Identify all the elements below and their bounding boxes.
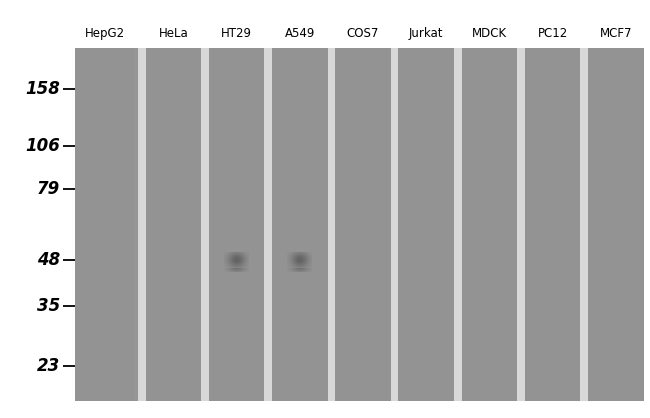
Bar (209, 48, 265, 401)
Text: HT29: HT29 (221, 27, 252, 40)
Bar (517, 48, 525, 401)
Text: 158: 158 (25, 80, 60, 98)
Text: 23: 23 (37, 357, 60, 375)
Text: COS7: COS7 (346, 27, 379, 40)
Bar (391, 48, 398, 401)
Bar (580, 48, 588, 401)
Bar (588, 48, 644, 401)
Text: 106: 106 (25, 138, 60, 155)
Bar (146, 48, 201, 401)
Bar (525, 48, 580, 401)
Text: HeLa: HeLa (159, 27, 188, 40)
Text: A549: A549 (285, 27, 315, 40)
Text: MDCK: MDCK (472, 27, 507, 40)
Bar (398, 48, 454, 401)
Bar (454, 48, 462, 401)
Bar (335, 48, 391, 401)
Text: MCF7: MCF7 (599, 27, 632, 40)
Text: 79: 79 (37, 180, 60, 198)
Text: HepG2: HepG2 (84, 27, 125, 40)
Text: 48: 48 (37, 251, 60, 269)
Bar (75, 48, 134, 401)
Bar (75, 48, 644, 401)
Bar (272, 48, 328, 401)
Bar (328, 48, 335, 401)
Text: 35: 35 (37, 297, 60, 315)
Bar (201, 48, 209, 401)
Bar (462, 48, 517, 401)
Text: PC12: PC12 (538, 27, 567, 40)
Bar (138, 48, 146, 401)
Text: Jurkat: Jurkat (409, 27, 443, 40)
Bar (265, 48, 272, 401)
